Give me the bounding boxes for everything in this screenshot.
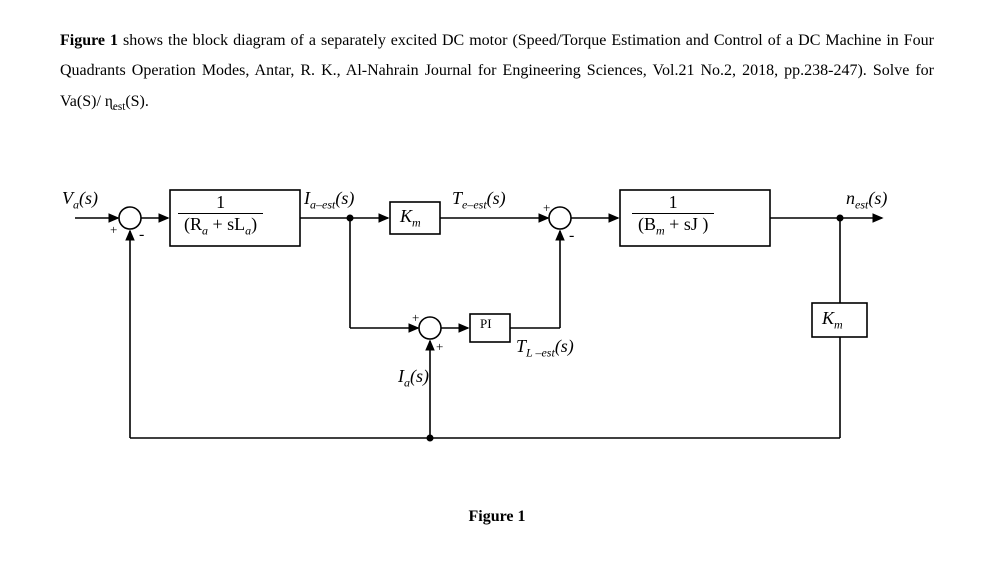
block-pi: PI — [480, 316, 492, 332]
svg-text:+: + — [436, 339, 443, 354]
eta-symbol: ɳ — [105, 93, 113, 110]
label-teest: Te–est(s) — [452, 188, 506, 213]
para-tail: (S). — [125, 93, 149, 110]
label-nest: nest(s) — [846, 188, 887, 213]
label-va: Va(s) — [62, 188, 98, 213]
fig-label: Figure 1 — [60, 32, 118, 49]
block-g2: 1 (Bm + sJ ) — [632, 192, 714, 239]
problem-text: Figure 1 shows the block diagram of a se… — [60, 26, 934, 118]
label-ia: Ia(s) — [398, 366, 429, 391]
svg-text:+: + — [110, 222, 117, 237]
block-km1: Km — [400, 206, 421, 231]
svg-text:+: + — [543, 200, 550, 215]
label-iaest: Ia–est(s) — [304, 188, 354, 213]
para-body: shows the block diagram of a separately … — [60, 32, 934, 110]
block-km2: Km — [822, 308, 843, 333]
svg-text:-: - — [569, 227, 574, 244]
svg-text:-: - — [139, 226, 144, 243]
block-diagram: + - + - + + Va(s) Ia–est(s) Te–est(s) ne… — [60, 158, 920, 508]
svg-text:+: + — [412, 310, 419, 325]
label-tlest: TL –est(s) — [516, 336, 574, 361]
figure-caption: Figure 1 — [60, 508, 934, 526]
block-g1: 1 (Ra + sLa) — [178, 192, 263, 239]
eta-sub: est — [113, 101, 125, 113]
